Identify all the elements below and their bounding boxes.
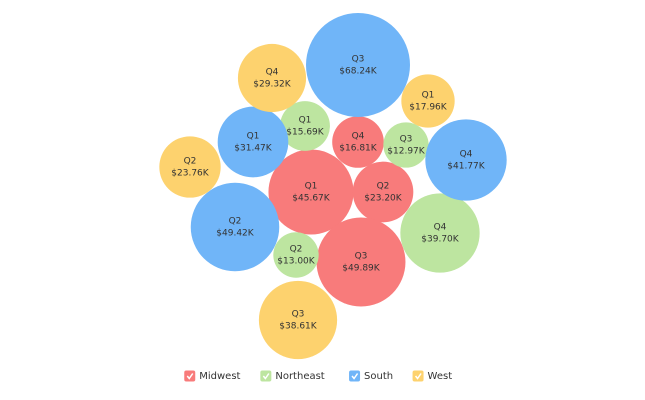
legend-item[interactable]: Northeast <box>260 370 325 383</box>
bubble <box>237 43 307 113</box>
bubble-category: Q4 <box>434 223 447 233</box>
bubble <box>159 136 221 198</box>
bubble-category: Q2 <box>290 245 303 255</box>
legend-item[interactable]: West <box>412 370 453 383</box>
bubble <box>306 13 410 117</box>
legend-label: West <box>428 371 453 382</box>
legend-item[interactable]: Midwest <box>184 370 241 383</box>
bubble-group: Q4 $41.77K <box>425 119 507 201</box>
bubble <box>280 101 330 151</box>
bubble-group: Q2 $49.42K <box>190 182 280 272</box>
bubble-value-label: $41.77K <box>447 162 485 172</box>
bubble-value-label: $12.97K <box>387 147 425 157</box>
bubble-category: Q1 <box>247 132 260 142</box>
bubble-value-label: $38.61K <box>279 322 317 332</box>
bubble-value-label: $23.20K <box>364 194 402 204</box>
bubble-category: Q2 <box>184 157 197 167</box>
legend-label: South <box>364 371 393 382</box>
bubble <box>400 193 480 273</box>
bubble-category: Q1 <box>422 91 435 101</box>
bubble <box>383 122 429 168</box>
legend-check <box>351 373 359 380</box>
bubble-group: Q1 $17.96K <box>401 74 455 128</box>
bubble <box>190 182 280 272</box>
bubble-category: Q4 <box>266 68 279 78</box>
bubble <box>401 74 455 128</box>
bubble-value-label: $49.42K <box>216 229 254 239</box>
legend-swatch <box>349 370 361 382</box>
legend-swatch <box>184 370 196 382</box>
bubble-category: Q3 <box>352 55 365 65</box>
bubble-group: Q4 $16.81K <box>332 116 384 168</box>
bubble <box>258 280 338 360</box>
legend-label: Midwest <box>199 371 240 382</box>
bubble-value-label: $68.24K <box>339 67 377 77</box>
bubble-group: Q3 $49.89K <box>316 217 406 307</box>
bubble-group: Q2 $13.00K <box>273 232 319 278</box>
bubble-value-label: $39.70K <box>421 235 459 245</box>
bubble-group: Q2 $23.20K <box>352 161 414 223</box>
bubble-group: Q4 $39.70K <box>400 193 480 273</box>
bubble-group: Q1 $45.67K <box>268 149 354 235</box>
bubble <box>217 106 289 178</box>
bubble-category: Q1 <box>305 182 318 192</box>
bubble-value-label: $23.76K <box>171 169 209 179</box>
bubble-value-label: $16.81K <box>339 144 377 154</box>
legend: Midwest Northeast South West <box>184 370 453 383</box>
bubble-value-label: $29.32K <box>253 80 291 90</box>
bubble-group: Q3 $68.24K <box>306 13 410 117</box>
bubble-value-label: $49.89K <box>342 264 380 274</box>
bubble-category: Q3 <box>400 135 413 145</box>
legend-check <box>186 373 194 380</box>
bubble-category: Q2 <box>377 182 390 192</box>
legend-check <box>414 373 422 380</box>
bubble-category: Q4 <box>352 132 365 142</box>
bubble-category: Q2 <box>229 217 242 227</box>
bubble-group: Q3 $38.61K <box>258 280 338 360</box>
legend-swatch <box>260 370 272 382</box>
bubble-group: Q1 $15.69K <box>280 101 330 151</box>
bubble <box>332 116 384 168</box>
bubble-value-label: $45.67K <box>292 194 330 204</box>
legend-label: Northeast <box>275 371 324 382</box>
bubble <box>316 217 406 307</box>
bubble-group: Q1 $31.47K <box>217 106 289 178</box>
bubble <box>268 149 354 235</box>
bubble-category: Q3 <box>292 310 305 320</box>
bubble-category: Q1 <box>299 116 312 126</box>
bubble <box>352 161 414 223</box>
bubble <box>273 232 319 278</box>
legend-swatch <box>412 370 424 382</box>
bubble-group: Q2 $23.76K <box>159 136 221 198</box>
bubble-group: Q4 $29.32K <box>237 43 307 113</box>
bubble <box>425 119 507 201</box>
bubble-value-label: $17.96K <box>409 103 447 113</box>
bubble-category: Q3 <box>355 252 368 262</box>
legend-item[interactable]: South <box>349 370 393 383</box>
bubble-value-label: $13.00K <box>277 257 315 267</box>
bubble-category: Q4 <box>460 150 473 160</box>
legend-check <box>262 373 270 380</box>
bubble-value-label: $15.69K <box>286 128 324 138</box>
bubble-group: Q3 $12.97K <box>383 122 429 168</box>
bubble-value-label: $31.47K <box>234 144 272 154</box>
